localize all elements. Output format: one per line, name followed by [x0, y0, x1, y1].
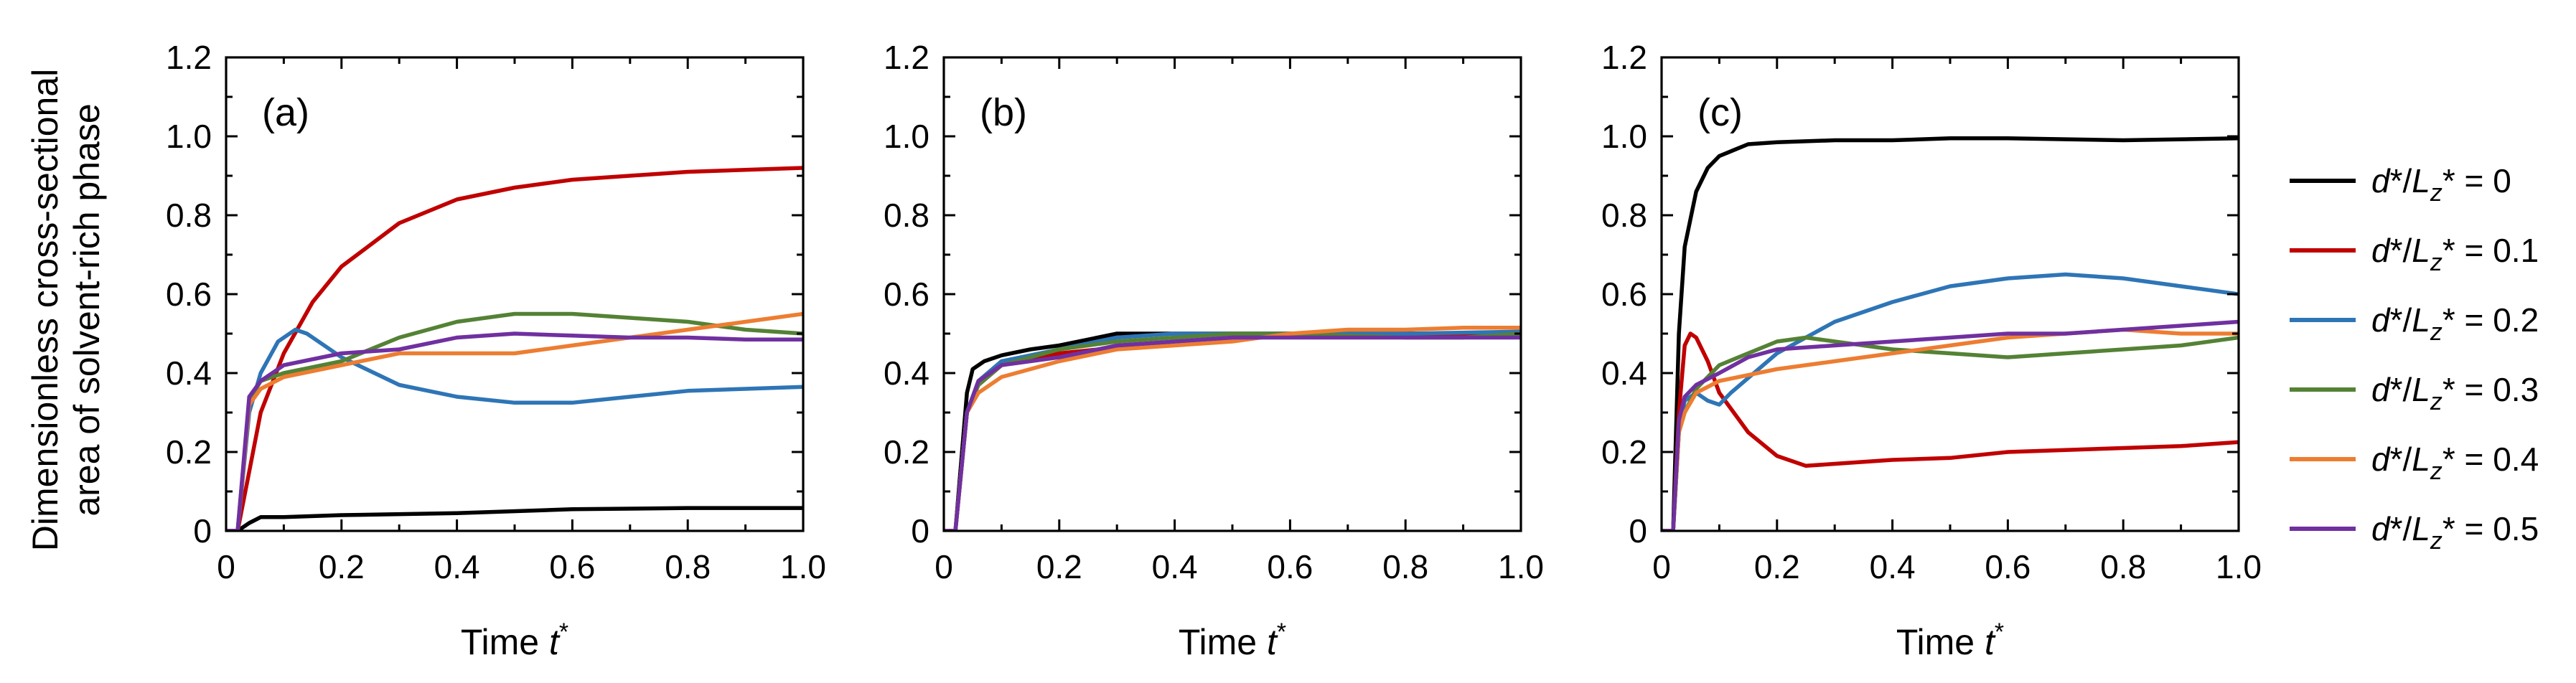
legend-label: d*/Lz* = 0.3	[2371, 371, 2539, 415]
x-axis-title-sup: *	[1277, 618, 1286, 646]
y-tick-label: 0.6	[884, 275, 929, 313]
y-tick-label: 1.2	[884, 39, 929, 76]
x-tick-label: 0.8	[1382, 548, 1428, 585]
legend-item: d*/Lz* = 0.5	[2290, 510, 2539, 555]
x-tick-label: 0.2	[1036, 548, 1082, 585]
x-tick-label: 0.4	[1870, 548, 1916, 585]
x-axis-title-var: t	[549, 622, 561, 662]
x-tick-label: 0.4	[1152, 548, 1198, 585]
y-tick-label: 1.2	[166, 39, 212, 76]
y-tick-label: 1.2	[1601, 39, 1647, 76]
plot-frame	[942, 56, 1522, 532]
x-axis-title-prefix: Time	[1896, 622, 1985, 662]
x-tick-label: 0.6	[1985, 548, 2031, 585]
y-tick-label: 0	[193, 512, 212, 550]
series-line-d-Lz-0.5	[944, 335, 1521, 531]
x-axis-title-prefix: Time	[1179, 622, 1267, 662]
panel-label: (a)	[262, 91, 309, 134]
y-axis-title: Dimensionless cross-sectional area of so…	[25, 69, 107, 551]
x-axis-title-sup: *	[559, 618, 568, 646]
y-tick-label: 0.8	[166, 197, 212, 234]
x-tick-label: 0.4	[434, 548, 480, 585]
x-tick-label: 0	[935, 548, 953, 585]
series-line-d-Lz-0.2	[1662, 272, 2239, 531]
y-tick-label: 0.4	[884, 354, 929, 392]
series-line-d-Lz-0.1	[226, 166, 803, 531]
panel-c: 0 0.2 0.4 0.6 0.8 1.0 0 0.2 0.4 0.6 0.8 1.0 1.2 (c) Ti…	[1601, 39, 2262, 662]
legend: d*/Lz* = 0 d*/Lz* = 0.1 d*/Lz* = 0.2 d*/Lz*…	[2290, 162, 2539, 555]
y-tick-label: 0.6	[1601, 275, 1647, 313]
plot-frame	[225, 56, 805, 532]
y-tick-label: 0.2	[884, 433, 929, 471]
x-axis-title: Time t*	[1179, 618, 1286, 662]
x-tick-label: 0.2	[1754, 548, 1800, 585]
series-line-d-Lz-0.5	[226, 331, 803, 531]
legend-item: d*/Lz* = 0	[2290, 162, 2511, 207]
legend-label: d*/Lz* = 0.4	[2371, 441, 2539, 485]
x-tick-label: 0	[217, 548, 235, 585]
legend-item: d*/Lz* = 0.3	[2290, 371, 2539, 415]
legend-item: d*/Lz* = 0.2	[2290, 301, 2539, 346]
y-tick-label: 0.8	[884, 197, 929, 234]
x-tick-label: 0.2	[319, 548, 365, 585]
x-tick-label: 0.6	[549, 548, 595, 585]
x-axis-title-var: t	[1985, 622, 1996, 662]
series-group	[944, 326, 1521, 531]
y-tick-label: 0.6	[166, 275, 212, 313]
y-tick-label: 1.0	[1601, 118, 1647, 155]
y-tick-label: 0.4	[1601, 354, 1647, 392]
y-tick-label: 0.4	[166, 354, 212, 392]
x-tick-label: 0.8	[2100, 548, 2146, 585]
legend-item: d*/Lz* = 0.4	[2290, 441, 2539, 485]
x-axis-title: Time t*	[1896, 618, 2004, 662]
y-tick-label: 0.2	[1601, 433, 1647, 471]
series-line-d-Lz-0	[1662, 136, 2239, 531]
y-tick-label: 0.2	[166, 433, 212, 471]
series-line-d-Lz-0.4	[226, 311, 803, 531]
y-axis-title-line2: area of solvent-rich phase	[67, 103, 107, 516]
panels: 0 0.2 0.4 0.6 0.8 1.0 0 0.2 0.4 0.6 0.8 1.0 1.2 (a) Ti…	[166, 39, 2262, 662]
x-tick-label: 1.0	[1498, 548, 1544, 585]
y-tick-label: 1.0	[884, 118, 929, 155]
panel-label: (c)	[1697, 91, 1743, 134]
y-tick-label: 1.0	[166, 118, 212, 155]
legend-label: d*/Lz* = 0.2	[2371, 301, 2539, 346]
series-line-d-Lz-0.1	[1662, 331, 2239, 531]
y-axis-title-line1: Dimensionless cross-sectional	[25, 69, 65, 551]
series-group	[226, 166, 803, 531]
series-line-d-Lz-0.5	[1662, 319, 2239, 531]
x-tick-label: 0	[1652, 548, 1671, 585]
x-axis-title-var: t	[1267, 622, 1278, 662]
legend-label: d*/Lz* = 0.1	[2371, 232, 2539, 276]
legend-label: d*/Lz* = 0.5	[2371, 510, 2539, 555]
y-tick-label: 0	[911, 512, 929, 550]
x-tick-label: 0.6	[1267, 548, 1313, 585]
legend-label: d*/Lz* = 0	[2371, 162, 2511, 207]
panel-b: 0 0.2 0.4 0.6 0.8 1.0 0 0.2 0.4 0.6 0.8 1.0 1.2 (b) Ti…	[884, 39, 1544, 662]
x-axis-title-sup: *	[1995, 618, 2004, 646]
x-tick-label: 1.0	[780, 548, 826, 585]
legend-item: d*/Lz* = 0.1	[2290, 232, 2539, 276]
x-axis-title: Time t*	[461, 618, 568, 662]
x-tick-label: 1.0	[2216, 548, 2262, 585]
panel-a: 0 0.2 0.4 0.6 0.8 1.0 0 0.2 0.4 0.6 0.8 1.0 1.2 (a) Ti…	[166, 39, 826, 662]
series-line-d-Lz-0	[226, 506, 803, 531]
series-group	[1662, 136, 2239, 531]
panel-label: (b)	[980, 91, 1027, 134]
series-line-d-Lz-0.3	[226, 311, 803, 531]
y-tick-label: 0	[1629, 512, 1647, 550]
x-tick-label: 0.8	[665, 548, 711, 585]
x-axis-title-prefix: Time	[461, 622, 549, 662]
y-tick-label: 0.8	[1601, 197, 1647, 234]
